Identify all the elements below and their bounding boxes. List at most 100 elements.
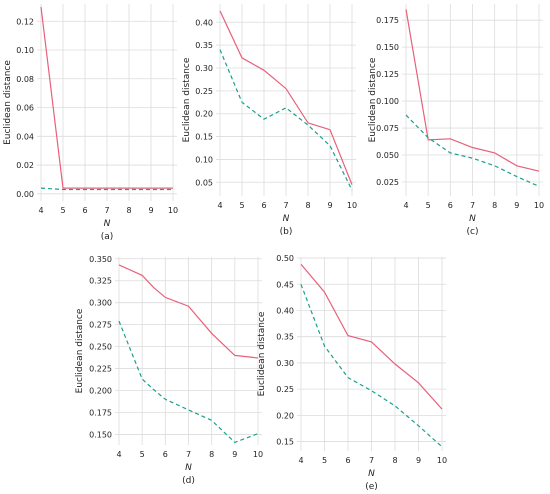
series-line-solid: [118, 264, 259, 359]
x-tick-label: 6: [82, 206, 87, 215]
y-axis-label: Euclidean distance: [75, 308, 85, 393]
y-tick-label: 0.300: [89, 299, 112, 308]
x-tick-label: 8: [126, 206, 131, 215]
y-tick-label: 0.025: [376, 178, 399, 187]
y-tick-label: 0.350: [89, 255, 112, 264]
y-tick-label: 0.150: [89, 430, 112, 439]
x-tick-label: 7: [369, 456, 374, 465]
y-tick-label: 0.45: [276, 280, 294, 289]
y-tick-label: 0.00: [16, 190, 34, 199]
y-tick-label: 0.250: [89, 343, 112, 352]
x-tick-label: 9: [416, 456, 421, 465]
x-tick-label: 5: [60, 206, 65, 215]
series-line-dashed: [118, 320, 259, 444]
x-axis-label: N: [104, 219, 111, 229]
x-tick-label: 5: [426, 201, 431, 210]
chart-panel-c: 0.025 0.050 0.075 0.100 0.125 0.150 0.175 4 5 6 7 8…: [368, 4, 544, 237]
y-tick-label: 0.225: [89, 365, 112, 374]
x-tick-label: 9: [514, 201, 519, 210]
chart-panel-e: 0.15 0.20 0.25 0.30 0.35 0.40 0.45 0.50 4 5 6 7 8 9 10…: [257, 254, 447, 492]
y-tick-label: 0.15: [276, 438, 294, 447]
x-tick-label: 7: [104, 206, 109, 215]
y-tick-label: 0.275: [89, 321, 112, 330]
x-tick-label: 9: [148, 206, 153, 215]
x-tick-label: 10: [437, 456, 447, 465]
x-tick-label: 5: [239, 201, 244, 210]
x-axis-label: N: [368, 469, 375, 479]
x-tick-label: 10: [168, 206, 178, 215]
y-tick-label: 0.15: [195, 133, 213, 142]
y-tick-label: 0.05: [195, 178, 213, 187]
x-tick-label: 5: [140, 450, 145, 459]
panel-caption: (d): [182, 476, 195, 486]
y-tick-label: 0.20: [276, 411, 294, 420]
y-axis-label: Euclidean distance: [182, 57, 192, 142]
chart-panel-d: 0.150 0.175 0.200 0.225 0.250 0.275 0.300 0.325…: [75, 255, 263, 486]
x-tick-label: 4: [38, 206, 43, 215]
y-tick-label: 0.25: [276, 385, 294, 394]
x-axis-label: N: [185, 463, 192, 473]
y-tick-label: 0.200: [89, 387, 112, 396]
y-tick-label: 0.50: [276, 254, 294, 263]
y-axis-label: Euclidean distance: [3, 60, 13, 145]
y-tick-label: 0.150: [376, 43, 399, 52]
y-tick-label: 0.175: [89, 408, 112, 417]
x-tick-label: 9: [232, 450, 237, 459]
y-axis-label: Euclidean distance: [257, 311, 267, 396]
chart-panel-b: 0.05 0.10 0.15 0.20 0.25 0.30 0.35 0.40 4 5 6 7 8 9 10…: [182, 4, 357, 237]
y-tick-label: 0.12: [16, 17, 34, 26]
x-tick-label: 6: [163, 450, 168, 459]
x-tick-label: 6: [345, 456, 350, 465]
y-tick-label: 0.30: [195, 64, 213, 73]
x-tick-label: 4: [403, 201, 408, 210]
y-tick-label: 0.325: [89, 277, 112, 286]
y-tick-label: 0.20: [195, 110, 213, 119]
x-tick-label: 8: [492, 201, 497, 210]
panel-caption: (a): [101, 232, 114, 242]
x-axis-label: N: [283, 214, 290, 224]
x-tick-label: 5: [322, 456, 327, 465]
x-tick-label: 7: [470, 201, 475, 210]
y-axis-label: Euclidean distance: [368, 57, 378, 142]
series-line-dashed: [300, 284, 443, 448]
series-line-solid: [40, 6, 173, 189]
x-tick-label: 8: [392, 456, 397, 465]
x-tick-label: 10: [347, 201, 357, 210]
x-tick-label: 10: [253, 450, 263, 459]
y-tick-label: 0.10: [16, 46, 34, 55]
series-line-dashed: [40, 187, 173, 191]
x-tick-label: 7: [186, 450, 191, 459]
y-tick-label: 0.40: [276, 306, 294, 315]
y-tick-label: 0.175: [376, 16, 399, 25]
y-tick-label: 0.06: [16, 104, 34, 113]
y-tick-label: 0.25: [195, 87, 213, 96]
y-tick-label: 0.100: [376, 97, 399, 106]
x-axis-label: N: [469, 214, 476, 224]
y-tick-label: 0.125: [376, 70, 399, 79]
x-tick-label: 8: [305, 201, 310, 210]
y-tick-label: 0.30: [276, 359, 294, 368]
x-tick-label: 7: [283, 201, 288, 210]
y-tick-label: 0.02: [16, 161, 34, 170]
x-tick-label: 4: [116, 450, 121, 459]
series-line-solid: [405, 9, 540, 172]
x-tick-label: 8: [209, 450, 214, 459]
panel-caption: (e): [365, 482, 378, 492]
y-tick-label: 0.08: [16, 75, 34, 84]
y-tick-label: 0.35: [195, 41, 213, 50]
y-tick-label: 0.10: [195, 155, 213, 164]
series-line-dashed: [405, 114, 540, 187]
x-tick-label: 6: [448, 201, 453, 210]
y-tick-label: 0.075: [376, 124, 399, 133]
series-line-solid: [219, 10, 353, 185]
x-tick-label: 10: [534, 201, 544, 210]
x-tick-label: 9: [327, 201, 332, 210]
y-tick-label: 0.35: [276, 333, 294, 342]
panel-caption: (c): [467, 227, 479, 237]
series-line-solid: [300, 263, 443, 410]
panel-caption: (b): [280, 227, 293, 237]
y-tick-label: 0.04: [16, 132, 34, 141]
x-tick-label: 4: [217, 201, 222, 210]
x-tick-label: 4: [298, 456, 303, 465]
